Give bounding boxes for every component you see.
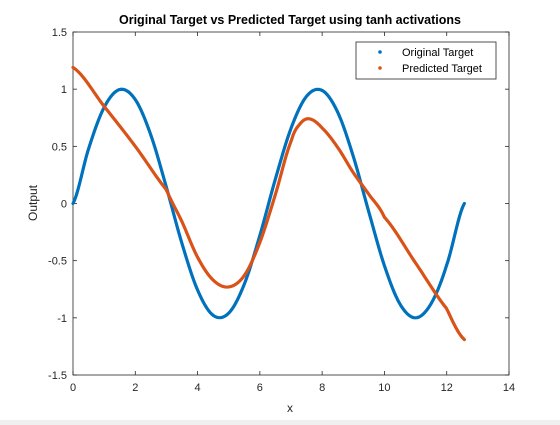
series-predicted-target [71,65,466,342]
series-lines [71,65,466,342]
x-tick-label: 10 [378,382,390,394]
x-tick-label: 6 [257,382,263,394]
legend-box [355,41,497,80]
x-tick-label: 12 [441,382,453,394]
axes-ticks: 0 2 4 6 8 10 12 14 -1.5 -1 -0.5 0 0.5 1 1.5 [48,27,515,394]
legend-label-predicted: Predicted Target [402,63,482,75]
plot-area [72,31,510,376]
y-tick-label: 1.5 [52,27,67,39]
chart-title: Original Target vs Predicted Target usin… [119,13,461,27]
y-tick-label: -0.5 [48,256,67,268]
x-tick-label: 2 [132,382,138,394]
y-tick-label: 1 [61,84,67,96]
x-tick-label: 4 [195,382,201,394]
y-tick-label: 0.5 [52,141,67,153]
y-tick-label: -1.5 [48,370,67,382]
x-tick-label: 0 [70,382,76,394]
legend: Original Target Predicted Target [355,41,497,80]
x-tick-label: 8 [319,382,325,394]
y-tick-label: 0 [61,199,67,211]
legend-marker-predicted [378,66,382,70]
legend-label-original: Original Target [402,47,473,59]
y-tick-label: -1 [57,313,67,325]
series-original-target [71,87,466,320]
x-axis-label: x [287,401,293,415]
legend-marker-original [378,50,382,54]
x-tick-label: 14 [503,382,515,394]
y-axis-label: Output [26,184,40,221]
